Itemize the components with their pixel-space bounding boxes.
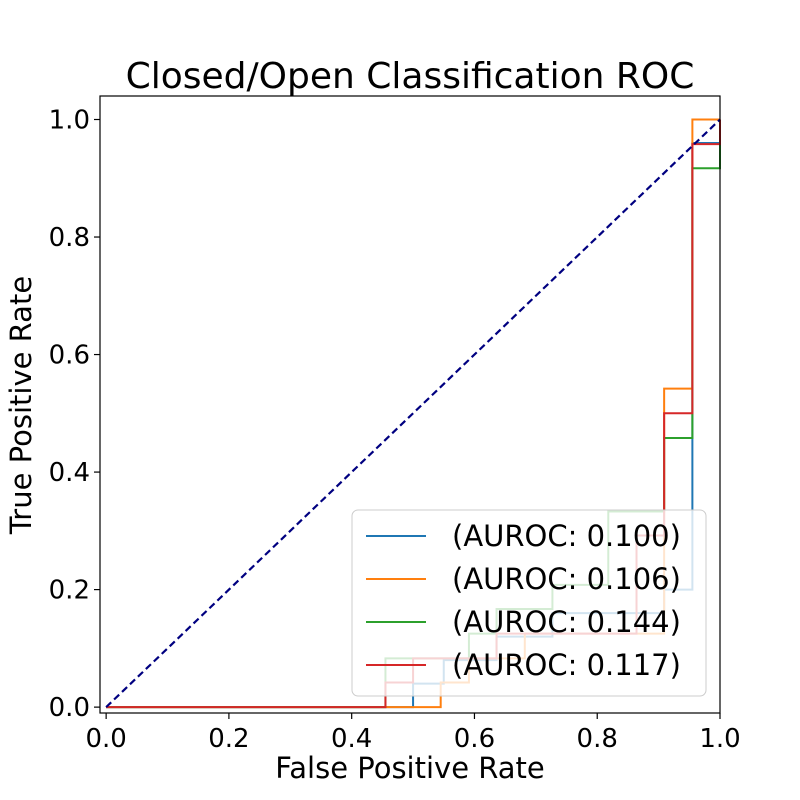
x-axis: 0.0 0.2 0.4 0.6 0.8 1.0 (85, 713, 741, 754)
chance-diagonal (105, 118, 721, 708)
legend-label-3: (AUROC: 0.144) (452, 605, 681, 639)
x-tick-label: 0.2 (208, 724, 249, 754)
plot-frame (99, 95, 721, 714)
legend-box (351, 509, 707, 697)
x-tick-label: 1.0 (699, 724, 740, 754)
legend-label-2: (AUROC: 0.106) (452, 562, 681, 596)
y-tick-label: 0.4 (49, 458, 90, 488)
y-tick-label: 1.0 (49, 106, 90, 136)
legend: (AUROC: 0.100) (AUROC: 0.106) (AUROC: 0.14… (351, 509, 707, 697)
y-axis: 0.0 0.2 0.4 0.6 0.8 1.0 (49, 106, 100, 723)
chart-title: Closed/Open Classification ROC (126, 56, 695, 97)
y-tick-label: 0.8 (49, 223, 90, 253)
x-axis-label: False Positive Rate (275, 751, 545, 785)
x-tick-label: 0.4 (331, 724, 372, 754)
y-tick-label: 0.2 (49, 576, 90, 606)
legend-label-1: (AUROC: 0.100) (452, 519, 681, 553)
y-tick-label: 0.0 (49, 693, 90, 723)
x-tick-label: 0.0 (85, 724, 126, 754)
legend-label-4: (AUROC: 0.117) (452, 648, 681, 682)
y-tick-label: 0.6 (49, 341, 90, 371)
x-tick-label: 0.6 (454, 724, 495, 754)
y-axis-label: True Positive Rate (4, 276, 38, 535)
x-tick-label: 0.8 (577, 724, 618, 754)
